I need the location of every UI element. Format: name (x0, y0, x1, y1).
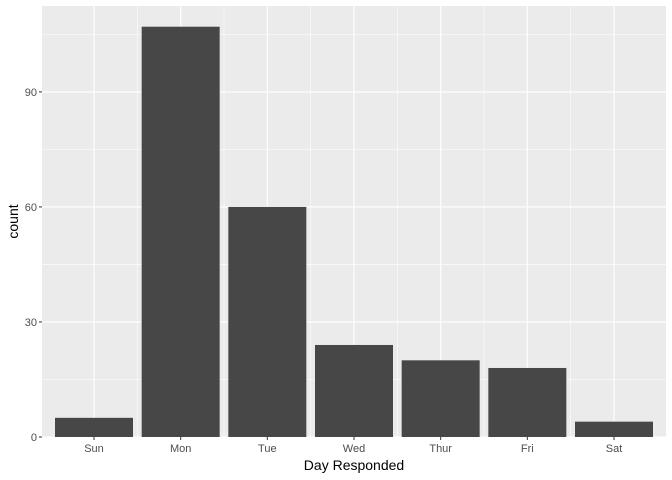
x-axis: Sun Mon Tue Wed Thur Fri Sat (84, 437, 622, 455)
bar-sat (575, 421, 653, 437)
bar-mon (141, 26, 220, 437)
y-tick-label: 90 (25, 87, 37, 99)
x-tick-label: Sun (84, 443, 104, 455)
x-tick-label: Wed (343, 443, 365, 455)
x-tick-label: Fri (521, 443, 534, 455)
bar-thur (401, 360, 480, 437)
x-axis-title: Day Responded (304, 457, 404, 473)
y-axis: 0 30 60 90 (25, 87, 42, 444)
bar-sun (55, 417, 133, 437)
bars (55, 26, 653, 437)
y-axis-title: count (5, 204, 21, 238)
x-tick-label: Mon (170, 443, 191, 455)
y-tick-label: 30 (25, 317, 37, 329)
x-tick-label: Tue (258, 443, 277, 455)
bar-tue (228, 206, 307, 437)
y-tick-label: 60 (25, 202, 37, 214)
x-tick-label: Thur (429, 443, 452, 455)
x-tick-label: Sat (606, 443, 623, 455)
bar-wed (315, 344, 393, 437)
bar-fri (488, 367, 567, 437)
y-tick-label: 0 (31, 432, 37, 444)
